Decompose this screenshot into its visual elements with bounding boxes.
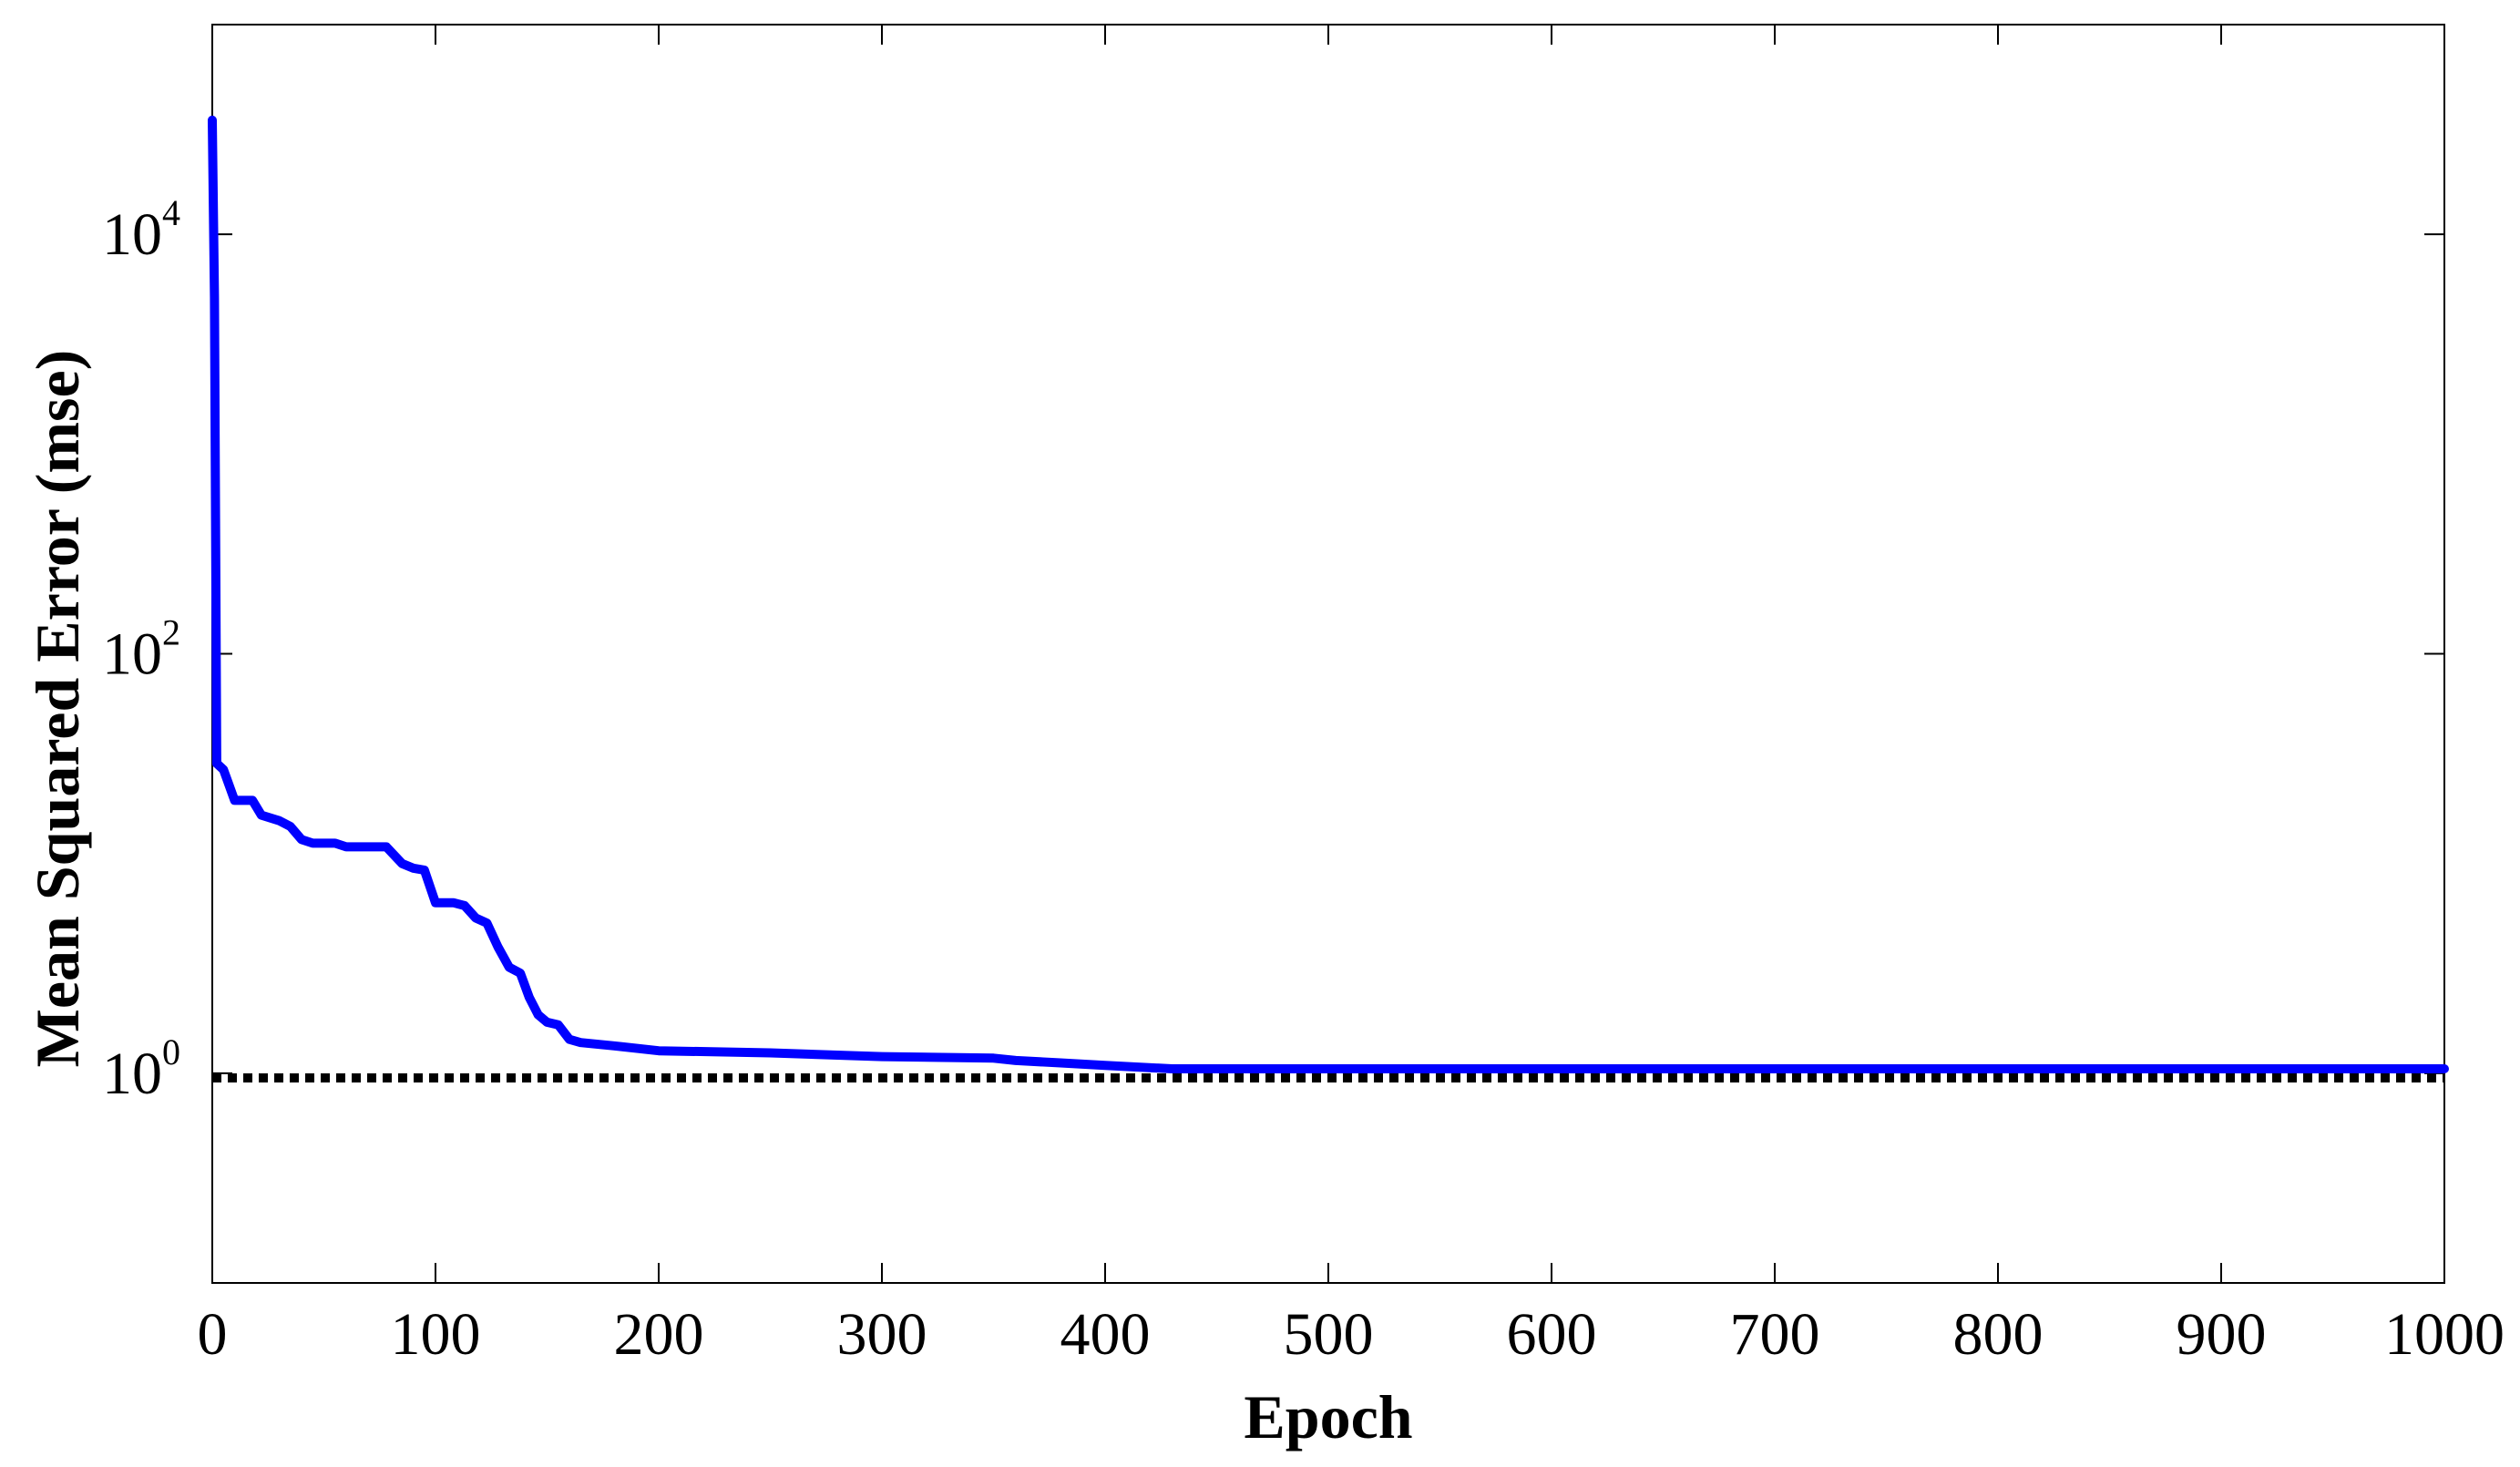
x-tick-label: 100 — [391, 1301, 481, 1368]
x-tick-label: 500 — [1284, 1301, 1374, 1368]
x-tick-label: 800 — [1953, 1301, 2044, 1368]
axis-ticks — [211, 25, 2445, 1283]
x-tick-label: 0 — [198, 1301, 228, 1368]
x-tick-label: 400 — [1060, 1301, 1151, 1368]
series-layer — [208, 115, 2449, 1082]
y-tick-label: 100 — [102, 1031, 180, 1107]
x-tick-label: 900 — [2177, 1301, 2267, 1368]
plot-area — [211, 24, 2445, 1284]
x-tick-label: 300 — [837, 1301, 927, 1368]
y-tick-label: 104 — [102, 192, 180, 268]
x-axis-label: Epoch — [1244, 1382, 1412, 1452]
x-tick-label: 700 — [1730, 1301, 1820, 1368]
x-tick-label: 600 — [1507, 1301, 1597, 1368]
x-tick-label: 200 — [614, 1301, 704, 1368]
y-tick-labels: 100 102 104 — [102, 192, 180, 1107]
x-tick-labels: 0 100 200 300 400 500 600 700 800 900 1000 — [198, 1301, 2505, 1368]
y-tick-label: 102 — [102, 612, 180, 688]
x-tick-label: 1000 — [2384, 1301, 2505, 1368]
y-axis-label: Mean Squared Error (mse) — [23, 350, 92, 1068]
training-error-line — [208, 115, 2449, 1073]
